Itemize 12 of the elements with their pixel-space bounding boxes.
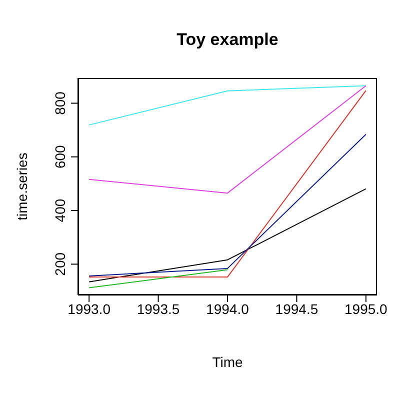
y-axis-title: time.series [14,152,30,220]
x-tick-label: 1993.0 [68,300,111,317]
y-tick-label: 400 [52,198,68,222]
chart-title: Toy example [176,30,280,50]
x-axis-title: Time [212,354,244,370]
y-tick-label: 800 [52,91,68,115]
y-tick-label: 200 [52,252,68,276]
x-tick-label: 1993.5 [136,300,180,317]
x-tick-label: 1994.5 [275,300,318,317]
x-tick-label: 1995.0 [344,300,388,317]
x-tick-label: 1994.0 [206,300,250,317]
y-tick-label: 600 [52,144,68,169]
